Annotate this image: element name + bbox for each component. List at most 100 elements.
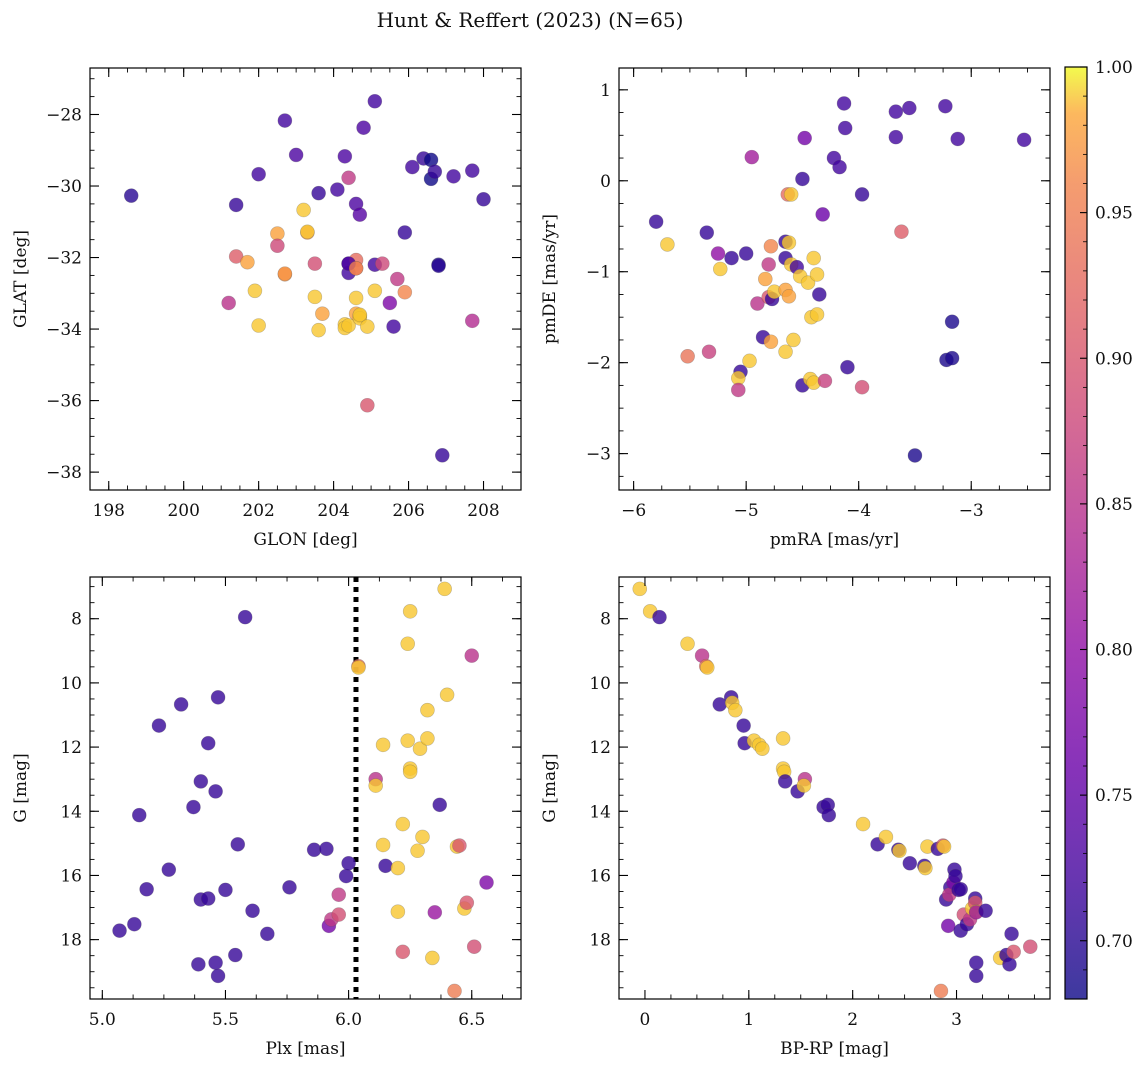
data-point	[307, 289, 323, 305]
data-point	[437, 581, 452, 597]
data-point	[783, 187, 799, 202]
x-tick-label: −3	[959, 501, 984, 521]
data-point	[397, 284, 413, 300]
data-point	[953, 881, 968, 897]
data-point	[186, 799, 201, 815]
data-point	[208, 955, 223, 971]
data-point	[296, 202, 311, 218]
y-tick-label: 18	[589, 931, 611, 951]
data-point	[131, 807, 147, 823]
data-point	[710, 246, 726, 261]
data-point	[738, 246, 754, 261]
data-point	[978, 903, 993, 919]
x-tick-label: 2	[847, 1010, 858, 1030]
data-point	[200, 891, 216, 906]
data-point	[112, 923, 127, 938]
data-point	[778, 344, 793, 360]
data-point	[375, 256, 390, 271]
data-point	[944, 350, 960, 366]
data-point	[200, 735, 216, 751]
y-axis-label: pmDE [mas/yr]	[540, 214, 560, 344]
data-point	[476, 191, 491, 207]
data-point	[378, 858, 393, 874]
data-point	[948, 868, 963, 884]
y-tick-label: 8	[600, 610, 611, 630]
points	[648, 96, 1032, 463]
data-point	[123, 188, 139, 203]
y-tick-label: −2	[586, 354, 611, 374]
x-tick-label: −6	[621, 501, 646, 521]
data-point	[632, 581, 648, 597]
data-point	[1004, 926, 1019, 942]
data-point	[940, 918, 956, 934]
colorbar-tick-label: 1.00	[1095, 58, 1133, 78]
x-tick-label: 200	[167, 501, 199, 521]
data-point	[367, 93, 383, 109]
data-point	[464, 313, 480, 329]
data-point	[439, 687, 455, 703]
data-point	[797, 130, 812, 146]
axes-frame	[618, 576, 1051, 1000]
data-point	[680, 636, 695, 652]
y-tick-label: 16	[589, 866, 611, 886]
data-point	[375, 837, 391, 853]
data-point	[699, 660, 715, 675]
data-point	[230, 837, 246, 852]
data-point	[744, 149, 760, 165]
panel-cmd-plx: 5.0 5.5 6.0 6.5 8 10 12 14 16 18 Plx [mas] G [mag]	[11, 576, 522, 1059]
data-point	[775, 731, 791, 746]
data-point	[427, 164, 443, 180]
data-point	[724, 250, 739, 266]
y-tick-label: −1	[586, 263, 611, 283]
colorbar-tick-label: 0.80	[1095, 641, 1133, 661]
y-tick-label: 10	[589, 674, 611, 694]
colorbar-gradient	[1065, 67, 1087, 999]
points	[632, 581, 1038, 999]
y-tick-label: −30	[46, 177, 82, 197]
data-point	[420, 702, 435, 718]
data-point	[680, 349, 695, 364]
data-point	[742, 353, 757, 369]
data-point	[307, 256, 323, 271]
data-point	[341, 318, 356, 333]
points	[112, 581, 494, 999]
y-tick-label: 16	[60, 866, 82, 886]
data-point	[251, 318, 266, 333]
data-point	[228, 249, 244, 264]
data-point	[161, 862, 177, 877]
data-point	[933, 983, 949, 999]
data-point	[191, 957, 206, 972]
data-point	[837, 120, 853, 136]
data-point	[395, 944, 411, 960]
data-point	[251, 166, 266, 182]
data-point	[360, 397, 375, 413]
data-point	[907, 448, 923, 463]
data-point	[425, 950, 440, 966]
data-point	[652, 609, 667, 625]
x-axis-label: Plx [mas]	[265, 1039, 345, 1059]
axes-frame	[618, 67, 1051, 491]
data-point	[270, 238, 285, 254]
y-tick-label: −36	[46, 392, 82, 412]
data-point	[173, 697, 189, 712]
y-tick-label: 12	[60, 738, 82, 758]
data-point	[806, 250, 821, 266]
data-point	[902, 855, 918, 871]
data-point	[786, 332, 801, 348]
data-point	[446, 169, 461, 184]
y-axis-label: G [mag]	[11, 753, 31, 822]
data-point	[352, 307, 368, 323]
x-tick-label: 5.0	[89, 1010, 116, 1030]
data-point	[405, 159, 420, 175]
y-tick-label: 12	[589, 738, 611, 758]
data-point	[282, 880, 297, 895]
data-point	[447, 983, 462, 999]
x-tick-label: 202	[242, 501, 274, 521]
data-point	[311, 322, 326, 338]
data-point	[386, 319, 401, 334]
data-point	[341, 855, 356, 871]
data-point	[127, 916, 142, 932]
data-point	[247, 283, 263, 299]
data-point	[699, 225, 715, 240]
